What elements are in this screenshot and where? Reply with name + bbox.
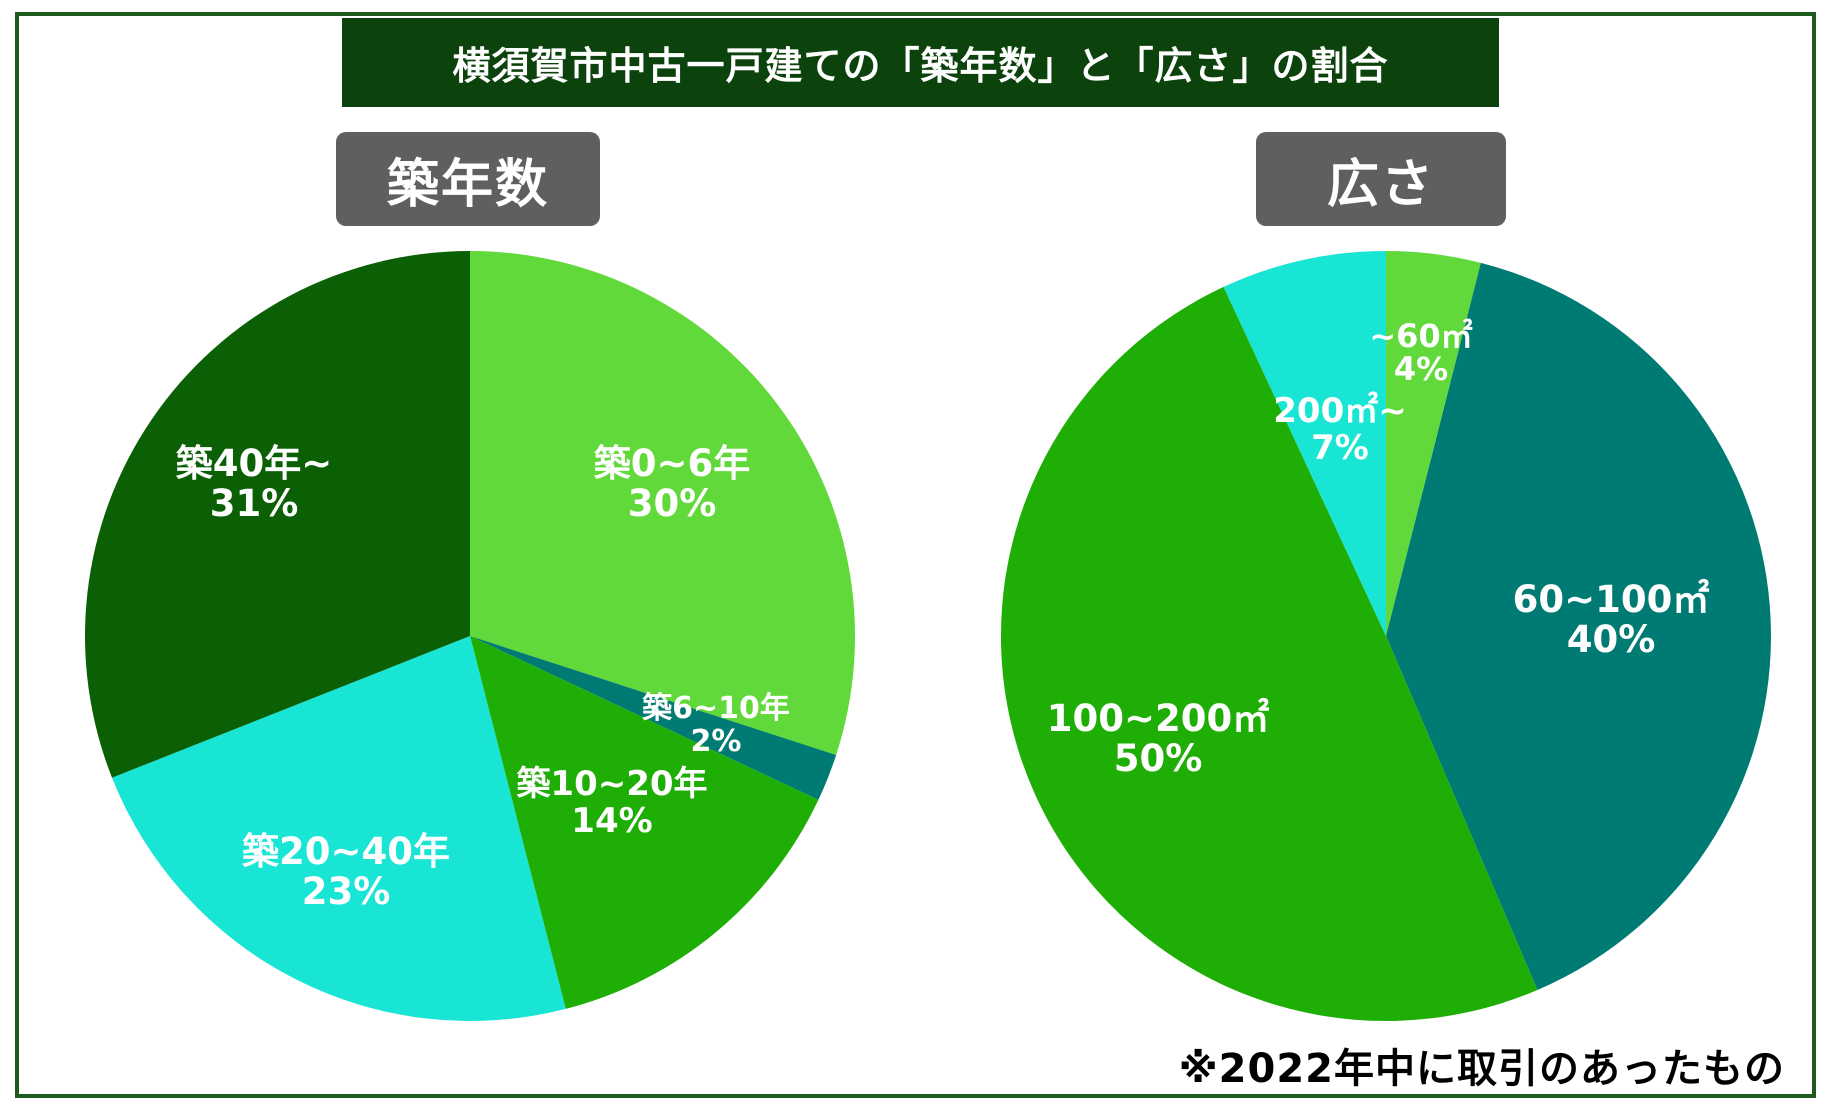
pie-size-pct-1: 40%: [1567, 618, 1656, 661]
pie-size-label-0: ~60㎡: [1369, 317, 1472, 355]
pie-age-label-1: 築6~10年: [642, 691, 790, 726]
pie-size-slice-3: [1223, 251, 1386, 636]
pie-size-pct-3: 7%: [1311, 428, 1369, 468]
pie-size-label-2: 100~200㎡: [1047, 697, 1269, 740]
pie-age-slice-2: [470, 636, 819, 1009]
pie-age-label-3: 築20~40年: [242, 830, 450, 873]
pie-age-label-4: 築40年~: [176, 442, 333, 485]
pie-age-label-2: 築10~20年: [515, 764, 707, 804]
pie-age-slice-4: [85, 251, 470, 778]
pie-size-slice-1: [1386, 262, 1771, 990]
pie-size-slice-0: [1386, 251, 1481, 636]
pie-age-pct-1: 2%: [691, 724, 742, 759]
chart-title-size: 広さ: [1256, 132, 1506, 226]
pie-age-slice-3: [112, 636, 566, 1021]
pie-age-pct-0: 30%: [628, 482, 717, 525]
pie-age-pct-3: 23%: [302, 870, 391, 913]
pie-size-label-1: 60~100㎡: [1513, 578, 1710, 621]
pie-size-slice-2: [1000, 286, 1538, 1022]
page-title: 横須賀市中古一戸建ての「築年数」と「広さ」の割合: [342, 18, 1499, 107]
footnote: ※2022年中に取引のあったもの: [1178, 1046, 1785, 1092]
pie-size-label-3: 200㎡~: [1273, 391, 1406, 431]
pie-age-slice-0: [470, 251, 856, 755]
chart-title-age: 築年数: [336, 132, 600, 226]
pie-size-pct-0: 4%: [1394, 350, 1448, 388]
pie-age-pct-4: 31%: [210, 482, 299, 525]
pie-age-label-0: 築0~6年: [594, 442, 751, 485]
pie-age-pct-2: 14%: [571, 801, 652, 841]
pie-size-pct-2: 50%: [1114, 737, 1203, 780]
pie-age-slice-1: [470, 636, 837, 800]
